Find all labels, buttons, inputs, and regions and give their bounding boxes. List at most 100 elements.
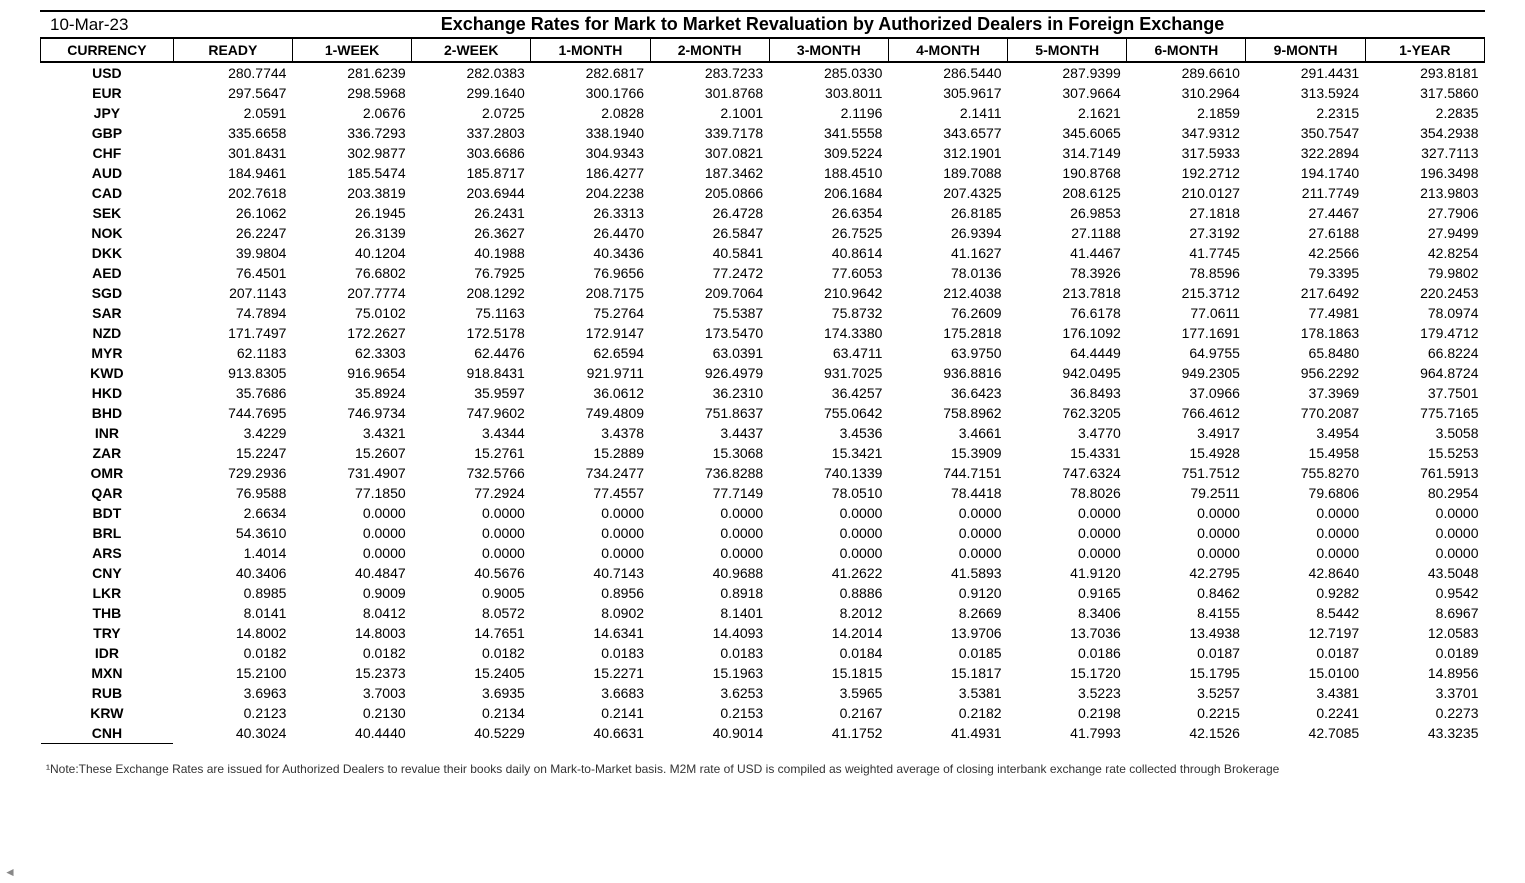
table-row: MYR62.118362.330362.447662.659463.039163… xyxy=(41,343,1485,363)
rate-cell: 3.6683 xyxy=(531,683,650,703)
rate-cell: 327.7113 xyxy=(1365,143,1484,163)
rate-cell: 194.1740 xyxy=(1246,163,1365,183)
table-row: JPY2.05912.06762.07252.08282.10012.11962… xyxy=(41,103,1485,123)
rate-cell: 762.3205 xyxy=(1008,403,1127,423)
currency-cell: DKK xyxy=(41,243,174,263)
rate-cell: 26.1062 xyxy=(173,203,292,223)
col-2week: 2-WEEK xyxy=(412,39,531,63)
rate-cell: 0.2123 xyxy=(173,703,292,723)
rate-cell: 41.7745 xyxy=(1127,243,1246,263)
rate-cell: 309.5224 xyxy=(769,143,888,163)
rate-cell: 956.2292 xyxy=(1246,363,1365,383)
rate-cell: 15.2761 xyxy=(412,443,531,463)
rate-cell: 15.1720 xyxy=(1008,663,1127,683)
currency-cell: SEK xyxy=(41,203,174,223)
rate-cell: 0.0000 xyxy=(650,543,769,563)
rate-cell: 175.2818 xyxy=(888,323,1007,343)
col-currency: CURRENCY xyxy=(41,39,174,63)
rate-cell: 77.4557 xyxy=(531,483,650,503)
rate-cell: 41.2622 xyxy=(769,563,888,583)
rate-cell: 14.8002 xyxy=(173,623,292,643)
rate-cell: 15.0100 xyxy=(1246,663,1365,683)
rate-cell: 3.6963 xyxy=(173,683,292,703)
rate-cell: 0.0184 xyxy=(769,643,888,663)
currency-cell: INR xyxy=(41,423,174,443)
rate-cell: 746.9734 xyxy=(292,403,411,423)
rate-cell: 211.7749 xyxy=(1246,183,1365,203)
table-row: AED76.450176.680276.792576.965677.247277… xyxy=(41,263,1485,283)
rate-cell: 208.1292 xyxy=(412,283,531,303)
rate-cell: 26.6354 xyxy=(769,203,888,223)
rate-cell: 185.5474 xyxy=(292,163,411,183)
col-1week: 1-WEEK xyxy=(292,39,411,63)
rate-cell: 8.0141 xyxy=(173,603,292,623)
rate-cell: 303.6686 xyxy=(412,143,531,163)
scroll-left-icon[interactable]: ◄ xyxy=(4,865,16,879)
currency-cell: JPY xyxy=(41,103,174,123)
currency-cell: ZAR xyxy=(41,443,174,463)
rate-cell: 0.0000 xyxy=(1127,503,1246,523)
rate-cell: 3.7003 xyxy=(292,683,411,703)
currency-cell: CNH xyxy=(41,723,174,744)
rate-cell: 36.6423 xyxy=(888,383,1007,403)
currency-cell: SGD xyxy=(41,283,174,303)
rate-cell: 26.5847 xyxy=(650,223,769,243)
rate-cell: 76.7925 xyxy=(412,263,531,283)
rate-cell: 0.0183 xyxy=(531,643,650,663)
rate-cell: 0.2130 xyxy=(292,703,411,723)
rate-cell: 293.8181 xyxy=(1365,62,1484,83)
rate-cell: 317.5933 xyxy=(1127,143,1246,163)
rate-cell: 0.0187 xyxy=(1127,643,1246,663)
table-row: LKR0.89850.90090.90050.89560.89180.88860… xyxy=(41,583,1485,603)
rate-cell: 78.0136 xyxy=(888,263,1007,283)
rate-cell: 12.7197 xyxy=(1246,623,1365,643)
rate-cell: 734.2477 xyxy=(531,463,650,483)
rate-cell: 35.8924 xyxy=(292,383,411,403)
rate-cell: 335.6658 xyxy=(173,123,292,143)
rate-cell: 761.5913 xyxy=(1365,463,1484,483)
rate-cell: 3.4378 xyxy=(531,423,650,443)
rate-cell: 40.5676 xyxy=(412,563,531,583)
rate-cell: 37.3969 xyxy=(1246,383,1365,403)
rate-cell: 210.0127 xyxy=(1127,183,1246,203)
rate-cell: 79.6806 xyxy=(1246,483,1365,503)
rate-cell: 184.9461 xyxy=(173,163,292,183)
rate-cell: 176.1092 xyxy=(1008,323,1127,343)
table-body: USD280.7744281.6239282.0383282.6817283.7… xyxy=(41,62,1485,744)
rate-cell: 15.4331 xyxy=(1008,443,1127,463)
currency-cell: CHF xyxy=(41,143,174,163)
rate-cell: 749.4809 xyxy=(531,403,650,423)
rate-cell: 2.1196 xyxy=(769,103,888,123)
table-row: QAR76.958877.185077.292477.455777.714978… xyxy=(41,483,1485,503)
rate-cell: 40.8614 xyxy=(769,243,888,263)
rate-cell: 77.6053 xyxy=(769,263,888,283)
currency-cell: OMR xyxy=(41,463,174,483)
rate-cell: 14.4093 xyxy=(650,623,769,643)
rate-cell: 8.0412 xyxy=(292,603,411,623)
footnote: ¹Note:These Exchange Rates are issued fo… xyxy=(40,762,1485,778)
rate-cell: 282.6817 xyxy=(531,62,650,83)
rate-cell: 41.7993 xyxy=(1008,723,1127,744)
rate-cell: 173.5470 xyxy=(650,323,769,343)
rate-cell: 26.4470 xyxy=(531,223,650,243)
rate-cell: 80.2954 xyxy=(1365,483,1484,503)
rate-cell: 15.2607 xyxy=(292,443,411,463)
rate-cell: 79.2511 xyxy=(1127,483,1246,503)
rate-cell: 736.8288 xyxy=(650,463,769,483)
rates-table: CURRENCY READY 1-WEEK 2-WEEK 1-MONTH 2-M… xyxy=(40,38,1485,744)
rate-cell: 0.2134 xyxy=(412,703,531,723)
rate-cell: 744.7695 xyxy=(173,403,292,423)
rate-cell: 758.8962 xyxy=(888,403,1007,423)
rate-cell: 215.3712 xyxy=(1127,283,1246,303)
rate-cell: 76.6802 xyxy=(292,263,411,283)
rate-cell: 14.2014 xyxy=(769,623,888,643)
rate-cell: 64.9755 xyxy=(1127,343,1246,363)
rate-cell: 77.2472 xyxy=(650,263,769,283)
rate-cell: 0.0000 xyxy=(412,543,531,563)
rate-cell: 2.1411 xyxy=(888,103,1007,123)
currency-cell: THB xyxy=(41,603,174,623)
rate-cell: 40.4847 xyxy=(292,563,411,583)
rate-cell: 0.2273 xyxy=(1365,703,1484,723)
rate-cell: 3.4954 xyxy=(1246,423,1365,443)
rate-cell: 303.8011 xyxy=(769,83,888,103)
